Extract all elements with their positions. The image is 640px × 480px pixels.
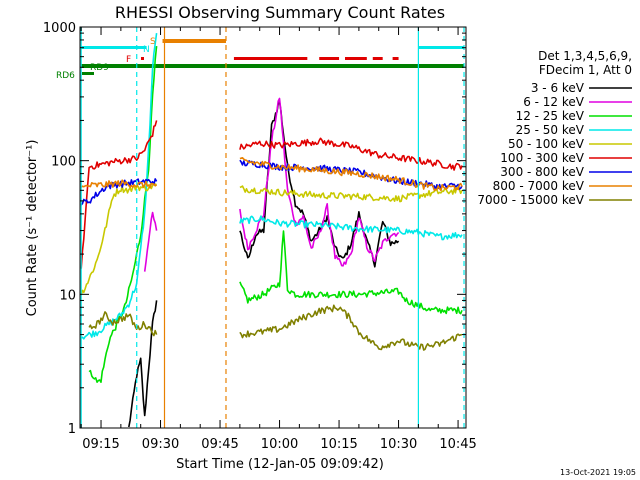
legend-entry-label: 12 - 25 keV (516, 109, 585, 123)
flag-bar-n (81, 46, 147, 49)
series-line (239, 215, 463, 241)
y-tick-label: 10 (59, 288, 76, 303)
flag-bar-f (141, 57, 144, 60)
x-tick-label: 09:30 (142, 437, 179, 452)
flag-label: RD9 (90, 63, 109, 73)
legend-entry-label: 300 - 800 keV (500, 165, 584, 179)
y-axis: 1 10 100 1000 (43, 21, 466, 437)
series-line (239, 230, 463, 315)
x-tick-label: 10:45 (439, 437, 476, 452)
y-axis-label: Count Rate (s⁻¹ detector⁻¹) (25, 140, 40, 317)
legend-entry-label: 50 - 100 keV (508, 137, 585, 151)
flag-bar-f (319, 57, 340, 60)
legend-entry-label: 25 - 50 keV (516, 123, 585, 137)
legend-header: Det 1,3,4,5,6,9, (538, 49, 632, 63)
legend-entry-label: 6 - 12 keV (523, 95, 585, 109)
legend-entry-label: 100 - 300 keV (500, 151, 584, 165)
legend-entry-label: 3 - 6 keV (531, 81, 585, 95)
x-tick-label: 09:15 (82, 437, 119, 452)
flag-bar-f (392, 57, 399, 60)
series-line (239, 97, 400, 267)
flag-bar-rd9 (81, 64, 465, 68)
series-layer (80, 32, 463, 428)
flag-bar-s (162, 39, 226, 43)
series-line (239, 185, 463, 203)
flag-label: RD6 (56, 71, 75, 81)
y-tick-label: 1000 (43, 21, 76, 36)
plot-frame (79, 26, 467, 429)
x-tick-label: 09:45 (201, 437, 238, 452)
x-axis: 09:15 09:30 09:45 10:00 10:15 10:30 10:45 (80, 27, 477, 452)
legend-entry-label: 800 - 7000 keV (493, 179, 585, 193)
legend-header: FDecim 1, Att 0 (539, 63, 632, 77)
interval-lines (80, 27, 465, 428)
chart-title: RHESSI Observing Summary Count Rates (115, 3, 445, 22)
flag-label: F (126, 55, 131, 65)
series-line (128, 300, 158, 428)
series-line (80, 120, 158, 269)
series-line (88, 311, 158, 337)
series-line (80, 179, 158, 189)
legend: Det 1,3,4,5,6,9,FDecim 1, Att 0 3 - 6 keV… (477, 49, 632, 207)
series-line (239, 137, 463, 171)
flag-bar-f (372, 57, 383, 60)
flag-bar-rd6 (82, 72, 94, 75)
series-line (239, 157, 463, 192)
y-tick-label: 100 (51, 155, 76, 170)
footer-date: 13-Oct-2021 19:05 (560, 468, 636, 477)
x-tick-label: 10:15 (320, 437, 357, 452)
x-tick-label: 10:30 (380, 437, 417, 452)
x-axis-label: Start Time (12-Jan-05 09:09:42) (176, 457, 384, 472)
flag-bar-f (345, 57, 367, 60)
flag-label: S (150, 37, 156, 47)
legend-entry-label: 7000 - 15000 keV (477, 193, 584, 207)
flag-bar-n (418, 46, 465, 49)
series-line (239, 304, 463, 351)
flag-label: N (143, 45, 150, 55)
flag-bar-f (233, 57, 308, 60)
y-tick-label: 1 (68, 422, 76, 437)
series-line (239, 100, 400, 268)
flag-bars: SN F RD9 RD6 (56, 37, 465, 81)
series-line (143, 211, 158, 272)
x-tick-label: 10:00 (261, 437, 298, 452)
series-line (80, 32, 158, 340)
